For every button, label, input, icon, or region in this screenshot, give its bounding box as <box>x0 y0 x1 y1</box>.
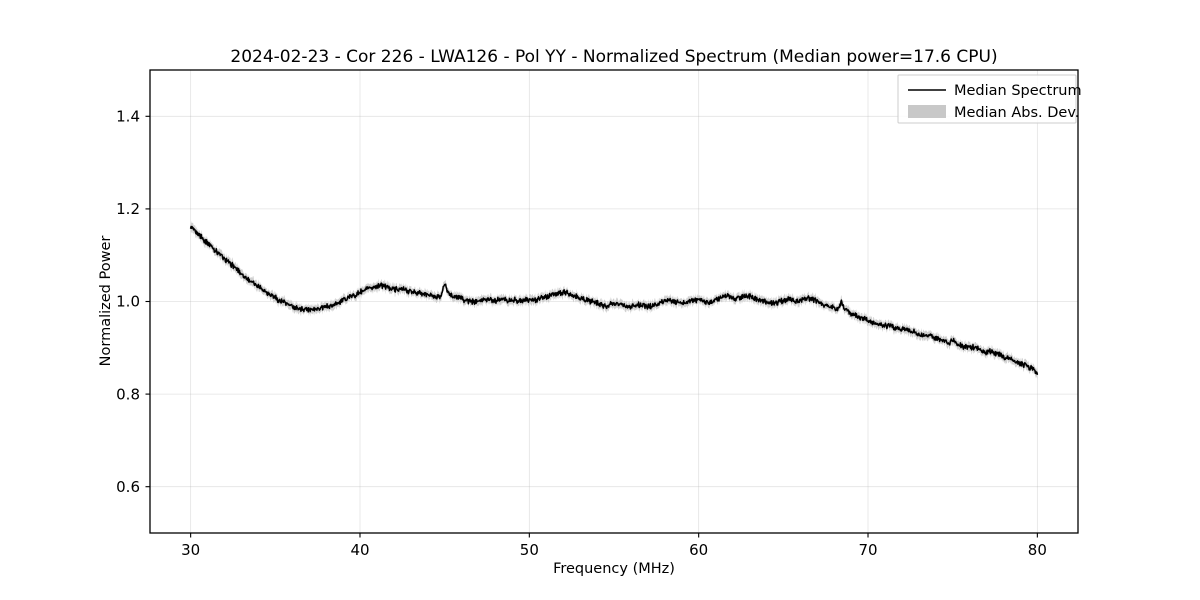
x-tick-label: 70 <box>858 541 877 559</box>
legend-label: Median Abs. Dev. <box>954 105 1079 121</box>
y-axis-ticks: 0.6 0.8 1.0 1.2 1.4 <box>116 108 150 496</box>
x-axis-label: Frequency (MHz) <box>553 561 675 577</box>
y-tick-label: 1.2 <box>116 200 140 218</box>
x-tick-label: 50 <box>520 541 539 559</box>
x-tick-label: 30 <box>181 541 200 559</box>
y-tick-label: 0.8 <box>116 385 140 403</box>
chart-legend: Median Spectrum Median Abs. Dev. <box>897 74 1082 124</box>
y-axis-label: Normalized Power <box>98 236 114 367</box>
y-tick-label: 1.4 <box>116 108 140 126</box>
median-spectrum-line <box>189 225 1039 375</box>
chart-title: 2024-02-23 - Cor 226 - LWA126 - Pol YY -… <box>230 47 997 67</box>
y-tick-label: 1.0 <box>116 293 140 311</box>
mad-band-area <box>190 221 1038 379</box>
legend-label: Median Spectrum <box>954 83 1082 99</box>
x-tick-label: 80 <box>1028 541 1047 559</box>
x-axis-ticks: 30 40 50 60 70 80 <box>181 533 1047 559</box>
x-tick-label: 60 <box>689 541 708 559</box>
legend-swatch-band <box>908 105 946 118</box>
median-spectrum-path <box>189 225 1039 375</box>
y-tick-label: 0.6 <box>116 478 140 496</box>
median-abs-dev-band <box>190 221 1038 379</box>
x-tick-label: 40 <box>350 541 369 559</box>
